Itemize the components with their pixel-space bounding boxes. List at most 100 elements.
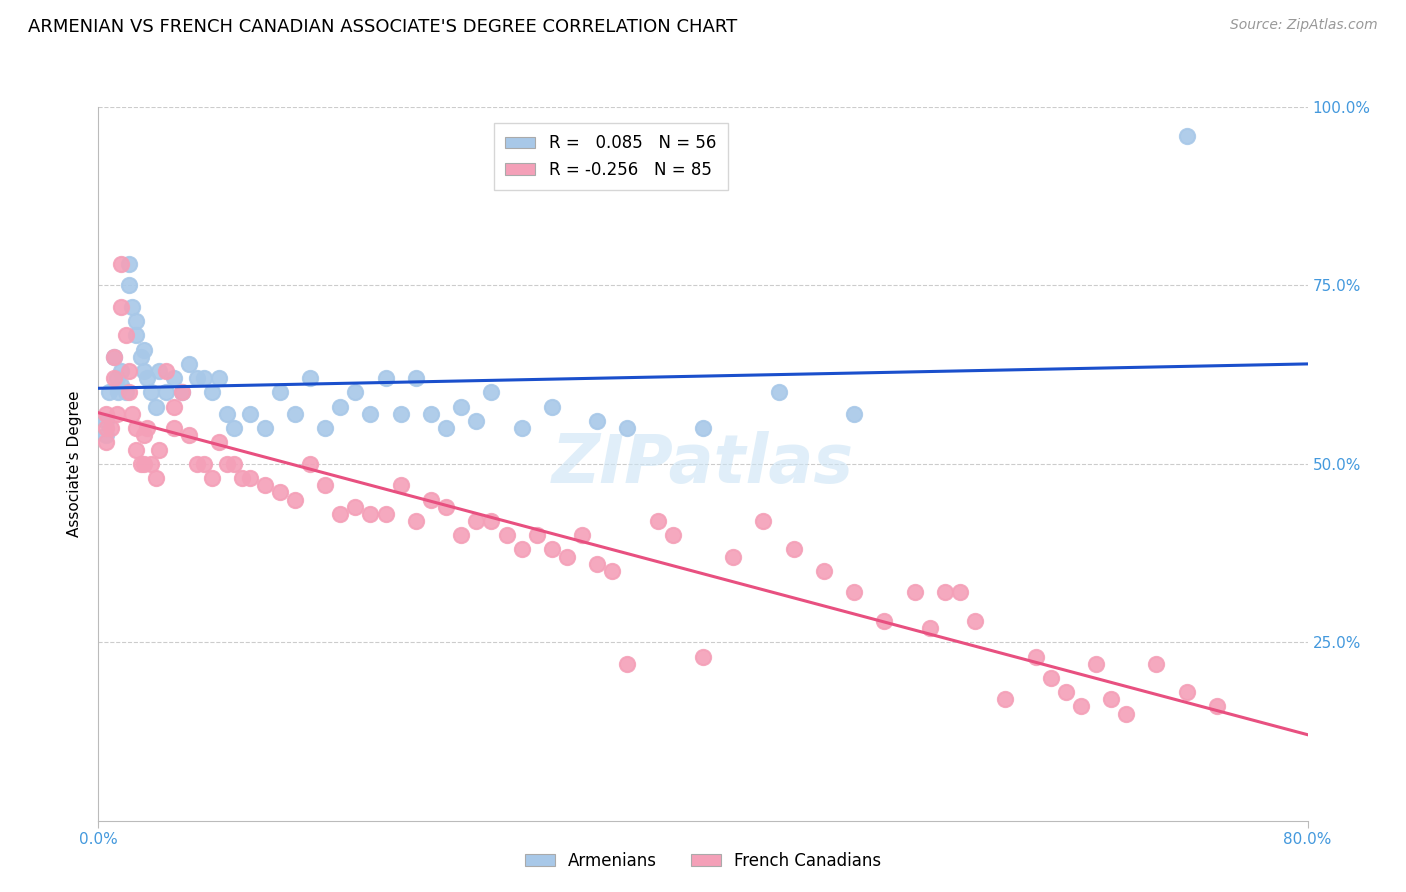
Point [155,385,177,400]
Point [434,500,457,514]
Point [132,364,155,378]
Point [110,300,132,314]
Point [465,414,488,428]
Point [132,428,155,442]
Point [586,414,609,428]
Point [148,442,170,457]
Point [949,585,972,599]
Point [208,435,231,450]
Point [526,528,548,542]
Point [571,528,593,542]
Point [1175,128,1198,143]
Point [132,457,155,471]
Point [1024,649,1046,664]
Point [541,542,564,557]
Point [904,585,927,599]
Point [121,300,143,314]
Point [110,378,132,392]
Point [269,485,291,500]
Point [1070,699,1092,714]
Point [844,585,866,599]
Point [125,314,148,328]
Point [450,528,472,542]
Point [647,514,669,528]
Point [186,457,208,471]
Point [541,400,564,414]
Point [450,400,472,414]
Point [186,371,208,385]
Point [94,421,117,435]
Point [481,385,503,400]
Point [215,457,238,471]
Legend: Armenians, French Canadians: Armenians, French Canadians [519,846,887,877]
Point [125,442,148,457]
Point [1175,685,1198,699]
Point [269,385,291,400]
Point [344,385,367,400]
Text: ARMENIAN VS FRENCH CANADIAN ASSOCIATE'S DEGREE CORRELATION CHART: ARMENIAN VS FRENCH CANADIAN ASSOCIATE'S … [28,18,737,36]
Point [239,407,262,421]
Point [121,407,143,421]
Point [179,428,201,442]
Point [1039,671,1062,685]
Point [616,657,638,671]
Point [98,385,121,400]
Point [129,457,152,471]
Point [145,471,167,485]
Point [586,557,609,571]
Point [813,564,835,578]
Point [132,343,155,357]
Point [616,421,638,435]
Point [118,257,141,271]
Point [692,649,714,664]
Point [344,500,367,514]
Point [420,492,443,507]
Point [141,385,163,400]
Point [170,385,193,400]
Point [118,364,141,378]
Point [224,457,246,471]
Point [495,528,517,542]
Point [844,407,866,421]
Point [145,400,167,414]
Point [110,364,132,378]
Point [163,421,186,435]
Point [1054,685,1077,699]
Point [193,457,215,471]
Point [163,400,186,414]
Point [94,428,117,442]
Point [1099,692,1122,706]
Point [510,421,533,435]
Point [1146,657,1168,671]
Point [141,457,163,471]
Point [405,514,427,528]
Point [465,514,488,528]
Point [389,478,412,492]
Point [1206,699,1229,714]
Point [360,507,382,521]
Point [253,478,276,492]
Point [208,371,231,385]
Point [284,407,307,421]
Point [125,421,148,435]
Point [253,421,276,435]
Point [994,692,1017,706]
Point [125,328,148,343]
Point [783,542,806,557]
Point [314,478,336,492]
Point [965,614,987,628]
Point [105,407,128,421]
Point [103,350,125,364]
Point [118,385,141,400]
Point [155,364,177,378]
Point [114,328,136,343]
Point [299,371,322,385]
Point [662,528,685,542]
Point [135,371,157,385]
Point [201,471,224,485]
Point [1115,706,1137,721]
Text: Source: ZipAtlas.com: Source: ZipAtlas.com [1230,18,1378,32]
Point [723,549,745,564]
Point [163,371,186,385]
Text: ZIPatlas: ZIPatlas [553,431,853,497]
